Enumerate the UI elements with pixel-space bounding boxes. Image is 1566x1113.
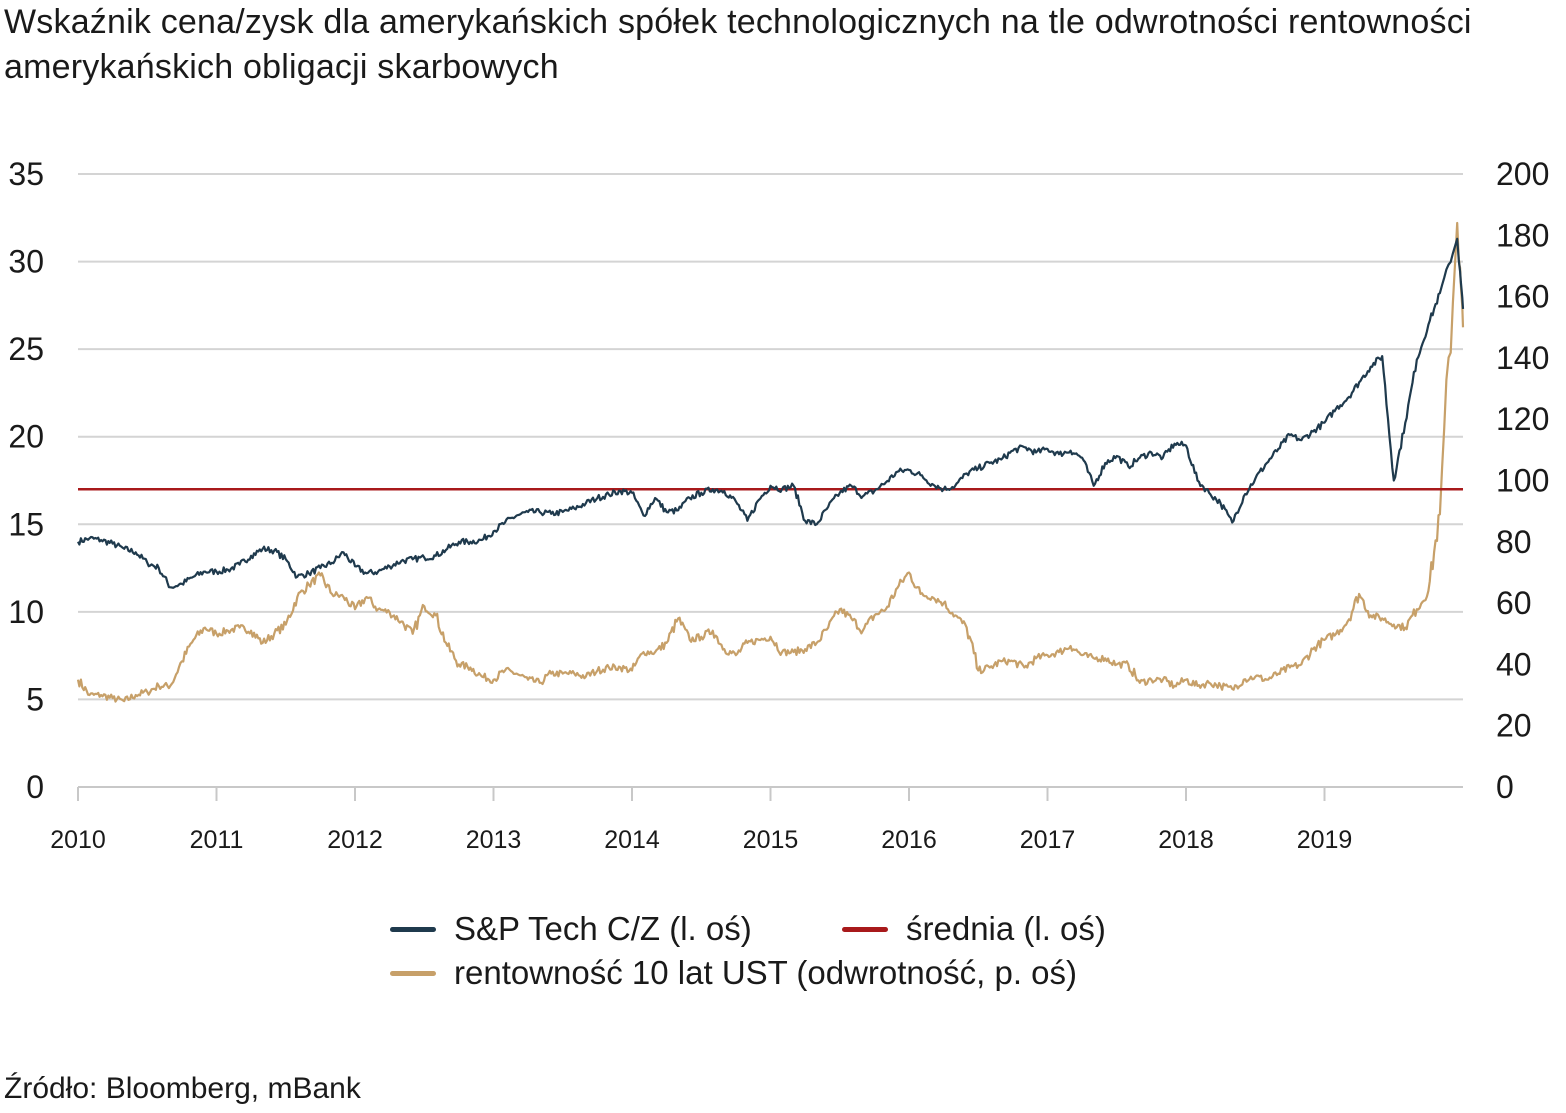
left-tick-label: 10	[8, 594, 44, 630]
left-tick-label: 35	[8, 156, 44, 192]
right-tick-label: 100	[1496, 463, 1549, 499]
legend-item-srednia: średnia (l. oś)	[842, 910, 1106, 948]
x-tick-label: 2018	[1158, 826, 1214, 854]
x-tick-label: 2013	[466, 826, 522, 854]
series-line-ust	[76, 221, 1465, 703]
right-tick-label: 160	[1496, 279, 1549, 315]
grid-lines	[78, 173, 1463, 701]
series-line-sp-tech	[77, 237, 1465, 589]
right-tick-label: 20	[1496, 708, 1532, 744]
right-tick-label: 140	[1496, 340, 1549, 376]
right-tick-label: 80	[1496, 524, 1532, 560]
legend-label-sp-tech: S&P Tech C/Z (l. oś)	[454, 910, 752, 947]
x-tick-label: 2019	[1297, 826, 1353, 854]
chart-plot: 0 5 10 15 20 25 30 35 0 20 40 60 80 100 120 140 160 180 2…	[8, 156, 1549, 854]
legend-item-sp-tech: S&P Tech C/Z (l. oś)	[390, 910, 752, 948]
right-tick-label: 60	[1496, 585, 1532, 621]
left-tick-label: 5	[26, 681, 44, 717]
x-tick-label: 2014	[604, 826, 660, 854]
legend-item-ust: rentowność 10 lat UST (odwrotność, p. oś…	[390, 954, 1077, 992]
x-axis: 2010 2011 2012 2013 2014 2015 2016 2017 2018 2019	[50, 786, 1463, 854]
legend-label-srednia: średnia (l. oś)	[906, 910, 1106, 947]
left-tick-label: 20	[8, 419, 44, 455]
right-tick-label: 120	[1496, 401, 1549, 437]
left-tick-label: 25	[8, 331, 44, 367]
x-tick-label: 2011	[190, 826, 244, 854]
left-tick-label: 0	[26, 769, 44, 805]
legend-swatch-ust	[390, 970, 436, 976]
right-tick-label: 200	[1496, 156, 1549, 192]
right-tick-label: 0	[1496, 769, 1514, 805]
source-note: Źródło: Bloomberg, mBank	[4, 1072, 361, 1105]
x-tick-label: 2012	[327, 826, 383, 854]
x-tick-label: 2010	[50, 826, 106, 854]
chart-title: Wskaźnik cena/zysk dla amerykańskich spó…	[4, 3, 1472, 86]
x-tick-label: 2016	[881, 826, 937, 854]
legend-swatch-srednia	[842, 926, 888, 932]
left-tick-label: 15	[8, 506, 44, 542]
right-tick-label: 40	[1496, 646, 1532, 682]
x-tick-label: 2015	[743, 826, 799, 854]
legend-label-ust: rentowność 10 lat UST (odwrotność, p. oś…	[454, 954, 1078, 991]
x-tick-label: 2017	[1020, 826, 1076, 854]
right-axis: 0 20 40 60 80 100 120 140 160 180 200	[1496, 156, 1549, 805]
left-axis: 0 5 10 15 20 25 30 35	[8, 156, 44, 805]
right-tick-label: 180	[1496, 217, 1549, 253]
legend-swatch-sp-tech	[390, 926, 436, 932]
series-layer	[76, 221, 1465, 703]
left-tick-label: 30	[8, 244, 44, 280]
